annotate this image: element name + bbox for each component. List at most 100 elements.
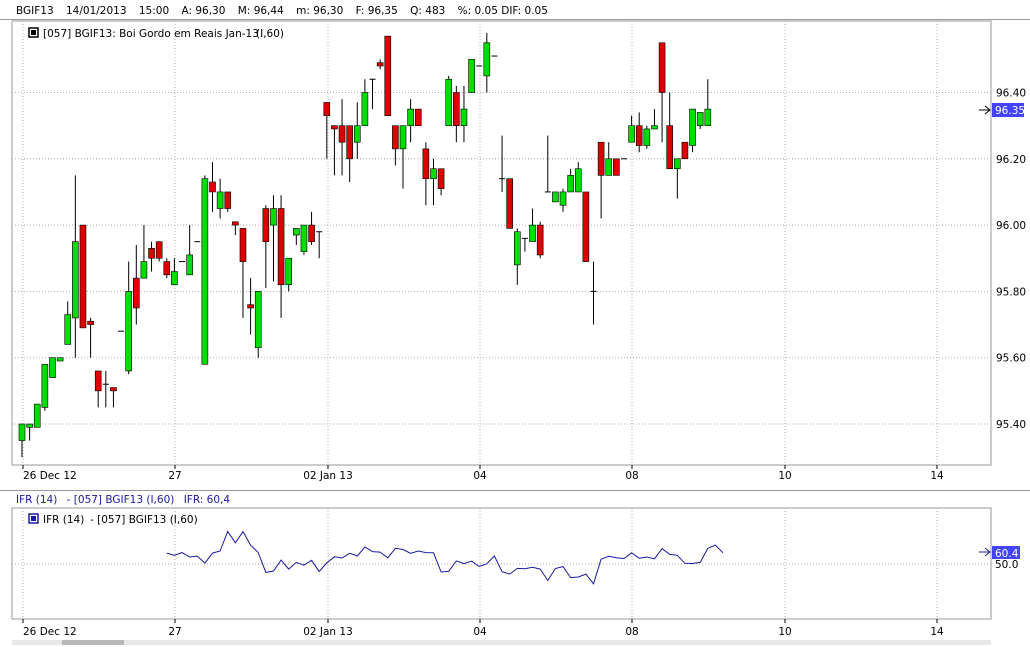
candle-body [323, 102, 331, 117]
candle[interactable] [384, 35, 392, 117]
candle[interactable] [559, 188, 567, 212]
price-x-tick-label: 14 [930, 470, 944, 482]
candle[interactable] [201, 175, 209, 365]
ind-x-tick-label: 10 [778, 626, 791, 638]
candle[interactable] [651, 109, 658, 130]
candle[interactable] [163, 258, 171, 279]
candle[interactable] [407, 99, 414, 143]
candle[interactable] [247, 278, 254, 335]
candle[interactable] [574, 162, 582, 193]
candle[interactable] [316, 231, 323, 259]
candle[interactable] [544, 135, 551, 193]
candle[interactable] [64, 301, 72, 345]
candle[interactable] [445, 75, 453, 126]
candle[interactable] [437, 168, 445, 196]
candle[interactable] [422, 142, 430, 206]
candle[interactable] [133, 244, 140, 325]
candle[interactable] [209, 162, 216, 212]
candle[interactable] [49, 357, 56, 378]
candle[interactable] [499, 135, 506, 192]
candle[interactable] [369, 78, 376, 110]
candle-body [582, 191, 590, 262]
candle[interactable] [552, 191, 559, 203]
price-candles[interactable] [18, 32, 712, 458]
candle[interactable] [239, 228, 247, 318]
candle[interactable] [521, 237, 528, 252]
candle[interactable] [323, 102, 331, 159]
candle[interactable] [460, 85, 468, 143]
candle[interactable] [186, 225, 193, 276]
candle[interactable] [33, 403, 41, 428]
candle-body [529, 224, 536, 242]
candle[interactable] [224, 191, 232, 212]
candle-body [460, 108, 468, 126]
ifr-line[interactable] [166, 530, 724, 585]
candle[interactable] [643, 125, 651, 149]
candle[interactable] [79, 224, 87, 329]
candle-body [338, 125, 346, 143]
candle[interactable] [666, 92, 674, 170]
candle[interactable] [361, 79, 369, 126]
candle[interactable] [376, 59, 384, 70]
candle[interactable] [171, 258, 178, 286]
candle[interactable] [506, 178, 513, 229]
candle[interactable] [262, 205, 270, 289]
candle[interactable] [513, 228, 521, 285]
candle[interactable] [628, 115, 635, 143]
candle[interactable] [483, 32, 491, 93]
candle[interactable] [613, 158, 620, 176]
candle[interactable] [232, 221, 239, 236]
ind-legend-swatch-fill [31, 516, 36, 521]
candle[interactable] [140, 225, 148, 279]
candle[interactable] [696, 112, 704, 129]
candle[interactable] [110, 387, 117, 408]
candle[interactable] [270, 195, 277, 282]
candle[interactable] [102, 370, 109, 408]
candle[interactable] [674, 158, 681, 199]
candle[interactable] [453, 85, 460, 143]
candle[interactable] [392, 125, 399, 166]
candle[interactable] [293, 228, 300, 245]
candle[interactable] [635, 112, 643, 153]
candle[interactable] [18, 423, 26, 458]
candle[interactable] [308, 211, 315, 245]
price-legend-params: (I,60) [256, 28, 284, 40]
candle[interactable] [155, 241, 163, 262]
candle[interactable] [399, 125, 407, 189]
candle-body [346, 125, 353, 160]
candle[interactable] [529, 208, 536, 242]
candle[interactable] [254, 291, 262, 358]
candle[interactable] [590, 261, 597, 325]
candle[interactable] [681, 141, 689, 160]
candle[interactable] [125, 261, 132, 375]
candle[interactable] [704, 79, 712, 126]
scroll-thumb[interactable] [62, 640, 124, 645]
candle[interactable] [353, 102, 361, 159]
candle[interactable] [26, 423, 33, 441]
candle[interactable] [216, 178, 224, 219]
candle[interactable] [87, 317, 94, 358]
candle[interactable] [430, 158, 437, 206]
candle[interactable] [277, 195, 285, 318]
candle[interactable] [148, 241, 155, 272]
candle[interactable] [468, 59, 475, 93]
candle[interactable] [658, 42, 666, 143]
candle[interactable] [567, 168, 574, 193]
candle[interactable] [56, 357, 64, 362]
candle[interactable] [285, 257, 293, 292]
candle[interactable] [346, 125, 353, 183]
candle[interactable] [582, 191, 590, 262]
candle[interactable] [94, 370, 102, 408]
candle[interactable] [338, 99, 346, 176]
candle[interactable] [414, 108, 422, 126]
scroll-track[interactable] [12, 640, 991, 645]
candle[interactable] [597, 141, 605, 219]
candle[interactable] [41, 364, 49, 411]
candle[interactable] [331, 125, 338, 176]
candle[interactable] [300, 224, 308, 255]
candle[interactable] [536, 221, 544, 259]
candle[interactable] [689, 108, 696, 153]
candle[interactable] [605, 142, 613, 176]
candle[interactable] [72, 175, 79, 358]
